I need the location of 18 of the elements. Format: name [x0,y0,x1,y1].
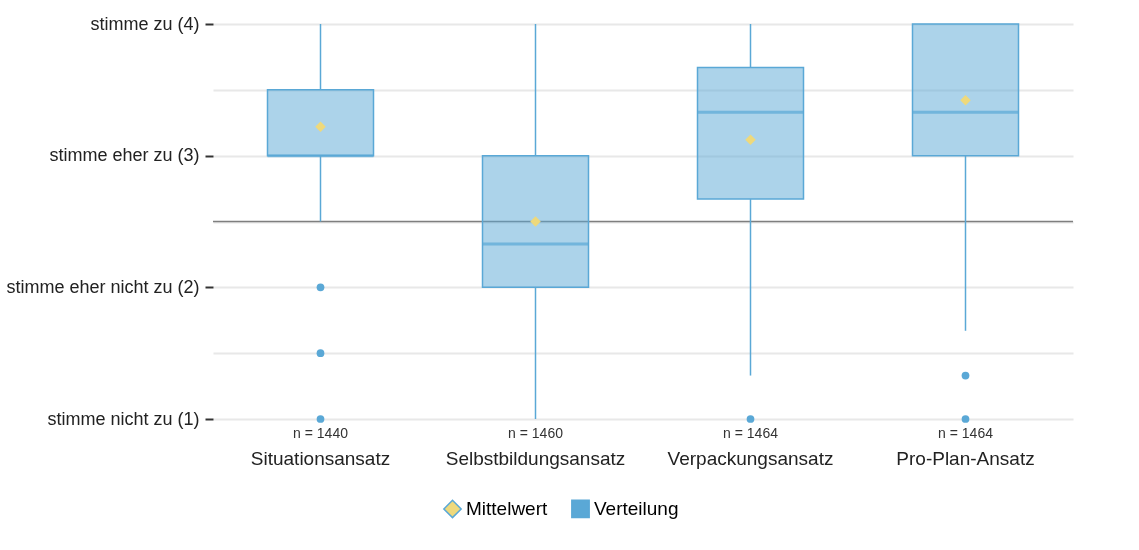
point [745,134,756,146]
y-tick-label: stimme nicht zu (1) [47,408,200,429]
text: n = 1460 [508,425,564,441]
x-tick-label: Pro-Plan-Ansatz [896,447,1035,469]
text: n = 1440 [293,425,349,441]
y-tick-label: stimme zu (4) [90,13,200,34]
y-tick-label: stimme eher zu (3) [49,145,200,166]
point [530,216,541,227]
legend-label: Verteilung [594,497,679,519]
x-tick-label: Situationsansatz [250,447,391,469]
y-tick-label: stimme eher nicht zu (2) [6,276,200,297]
text: n = 1464 [723,425,779,441]
point [315,121,326,132]
point [960,95,971,106]
text: n = 1464 [938,425,994,441]
x-tick-label: Verpackungsansatz [667,447,834,469]
legend-label: Mittelwert [466,497,549,519]
x-tick-label: Selbstbildungsansatz [445,447,626,469]
